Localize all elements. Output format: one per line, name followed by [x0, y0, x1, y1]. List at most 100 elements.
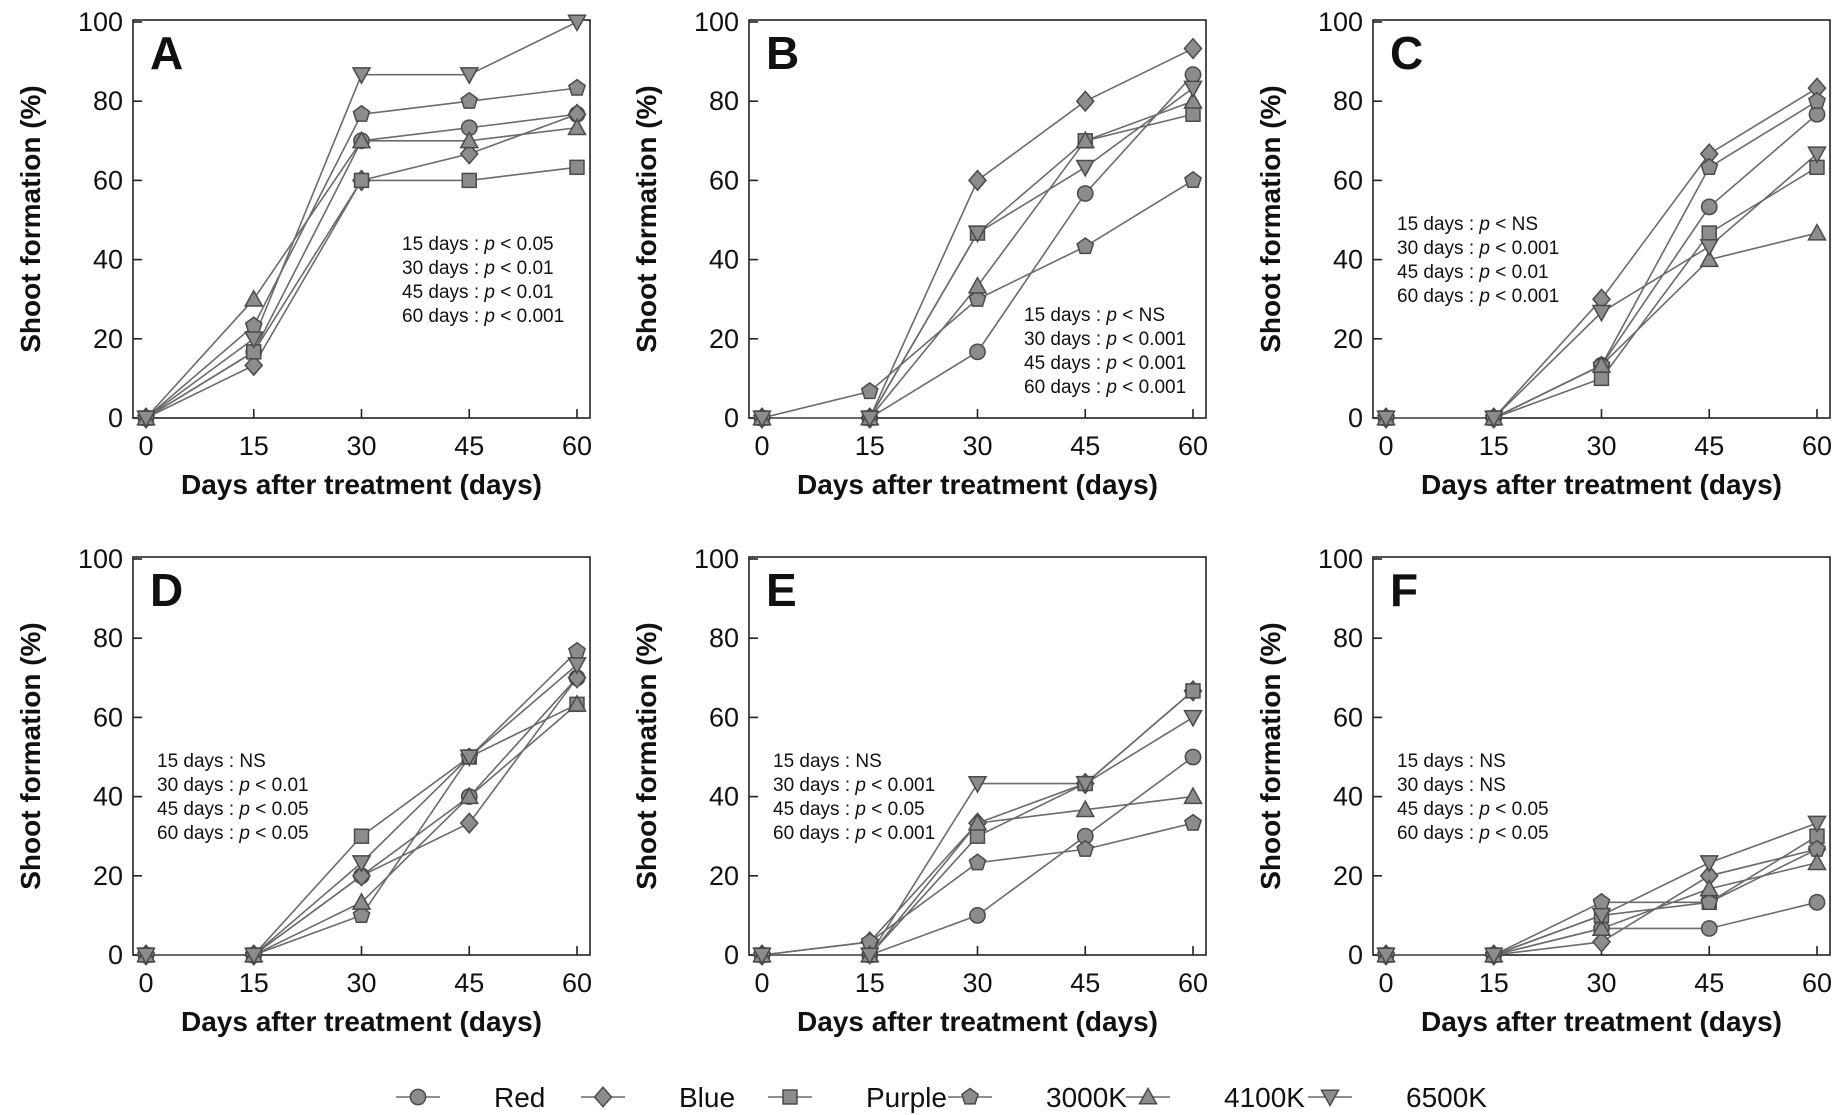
- stat-value: < 0.01: [495, 282, 554, 303]
- y-tick-label: 0: [724, 940, 739, 970]
- x-tick-label: 60: [1178, 431, 1208, 461]
- legend-item-3000k: 3000K: [948, 1082, 1127, 1113]
- y-tick-label: 40: [1333, 245, 1363, 275]
- data-point-purple: [569, 159, 585, 176]
- data-point-3000k: [244, 316, 263, 334]
- stat-day: 15 days: [402, 234, 469, 255]
- y-tick-label: 0: [108, 940, 123, 970]
- y-tick-label: 20: [93, 861, 123, 891]
- stat-p: p: [854, 775, 866, 796]
- x-axis-title: Days after treatment (days): [181, 1006, 542, 1037]
- data-point-red: [969, 907, 986, 924]
- data-point-4100k: [1183, 91, 1203, 109]
- data-point-6500k: [1183, 709, 1203, 728]
- stat-sep: :: [469, 306, 485, 327]
- data-point-4100k: [459, 130, 480, 149]
- stat-value: < 0.001: [1117, 353, 1186, 374]
- stat-sep: :: [224, 751, 240, 772]
- stat-value: < 0.001: [866, 823, 935, 844]
- stat-p: p: [1478, 823, 1490, 844]
- data-point-6500k: [1699, 238, 1720, 257]
- x-tick-label: 0: [1378, 431, 1393, 461]
- legend-item-4100k: 4100K: [1126, 1082, 1305, 1113]
- data-point-blue: [459, 812, 479, 835]
- stat-sep: :: [840, 823, 856, 844]
- stat-value: < 0.01: [495, 258, 554, 279]
- data-point-blue: [1592, 931, 1611, 953]
- significance-line: 60 days : p < 0.05: [157, 823, 309, 844]
- data-point-4100k: [1807, 852, 1827, 871]
- stat-sep: :: [1464, 262, 1480, 283]
- data-point-6500k: [1807, 146, 1827, 164]
- data-point-4100k: [1183, 786, 1203, 805]
- stat-day: 30 days: [1397, 775, 1464, 796]
- x-tick-label: 45: [1070, 968, 1100, 998]
- stat-sep: :: [1464, 775, 1480, 796]
- significance-line: 45 days : p < 0.01: [402, 282, 554, 303]
- data-point-blue: [1183, 37, 1203, 60]
- chart-panel-a: 0 20 40 60 80 100 0 15 30 45 60 Days after treatmen…: [15, 7, 592, 500]
- significance-line: 45 days : p < 0.001: [1024, 353, 1186, 374]
- stat-value: < 0.001: [1117, 377, 1186, 398]
- stat-day: 30 days: [157, 775, 224, 796]
- significance-line: 45 days : p < 0.05: [157, 799, 309, 820]
- data-point-3000k: [352, 104, 371, 122]
- stat-value: < 0.05: [1490, 823, 1549, 844]
- stat-sep: :: [840, 751, 856, 772]
- panel-letter: A: [150, 27, 183, 79]
- chart-panel-f: 0 20 40 60 80 100 0 15 30 45 60 Days after treatmen…: [1255, 544, 1832, 1037]
- x-tick-label: 15: [239, 431, 269, 461]
- y-tick-label: 100: [694, 7, 739, 37]
- x-tick-label: 45: [1694, 431, 1724, 461]
- data-point-6500k: [967, 775, 988, 794]
- data-point-6500k: [1591, 304, 1612, 323]
- significance-line: 45 days : p < 0.05: [1397, 799, 1549, 820]
- significance-line: 60 days : p < 0.05: [1397, 823, 1549, 844]
- x-tick-label: 45: [454, 431, 484, 461]
- stat-day: 45 days: [1397, 799, 1464, 820]
- data-point-red: [969, 343, 986, 361]
- y-axis-title: Shoot formation (%): [15, 85, 46, 353]
- stat-value: < 0.01: [1490, 262, 1549, 283]
- data-point-4100k: [567, 117, 587, 136]
- y-tick-label: 100: [78, 7, 123, 37]
- stat-day: 15 days: [1397, 751, 1464, 772]
- data-point-6500k: [752, 947, 772, 966]
- panel-letter: E: [766, 564, 797, 616]
- data-point-4100k: [1591, 918, 1612, 937]
- stat-value: < 0.001: [1117, 329, 1186, 350]
- data-point-6500k: [243, 331, 264, 349]
- data-point-blue: [1075, 90, 1095, 113]
- stat-value: < NS: [1117, 305, 1165, 326]
- significance-line: 15 days : NS: [157, 751, 266, 772]
- data-point-3000k: [1592, 892, 1611, 910]
- x-tick-label: 45: [1694, 968, 1724, 998]
- significance-line: 15 days : NS: [1397, 751, 1506, 772]
- significance-line: 30 days : p < 0.01: [402, 258, 554, 279]
- chart-panel-e: 0 20 40 60 80 100 0 15 30 45 60 Days after treatmen…: [631, 544, 1208, 1037]
- x-tick-label: 60: [562, 968, 592, 998]
- data-point-red: [1700, 198, 1718, 216]
- stat-day: 45 days: [773, 799, 840, 820]
- data-point-3000k: [968, 853, 987, 871]
- x-axis-title: Days after treatment (days): [797, 469, 1158, 500]
- y-axis-title: Shoot formation (%): [1255, 85, 1286, 353]
- data-point-purple: [461, 172, 477, 189]
- x-tick-label: 0: [754, 968, 769, 998]
- x-tick-label: 30: [962, 968, 992, 998]
- stat-day: 45 days: [402, 282, 469, 303]
- stat-sep: :: [224, 823, 240, 844]
- stat-sep: :: [1091, 305, 1107, 326]
- data-point-4100k: [459, 786, 480, 805]
- stat-value: < 0.001: [495, 306, 564, 327]
- stat-day: 15 days: [1024, 305, 1091, 326]
- legend-label: Blue: [679, 1082, 735, 1113]
- stat-value: NS: [1479, 775, 1505, 796]
- y-tick-label: 40: [1333, 782, 1363, 812]
- data-point-4100k: [1075, 799, 1096, 818]
- stat-sep: :: [1464, 799, 1480, 820]
- data-point-6500k: [351, 67, 372, 85]
- y-tick-label: 80: [709, 86, 739, 116]
- data-point-4100k: [967, 276, 988, 294]
